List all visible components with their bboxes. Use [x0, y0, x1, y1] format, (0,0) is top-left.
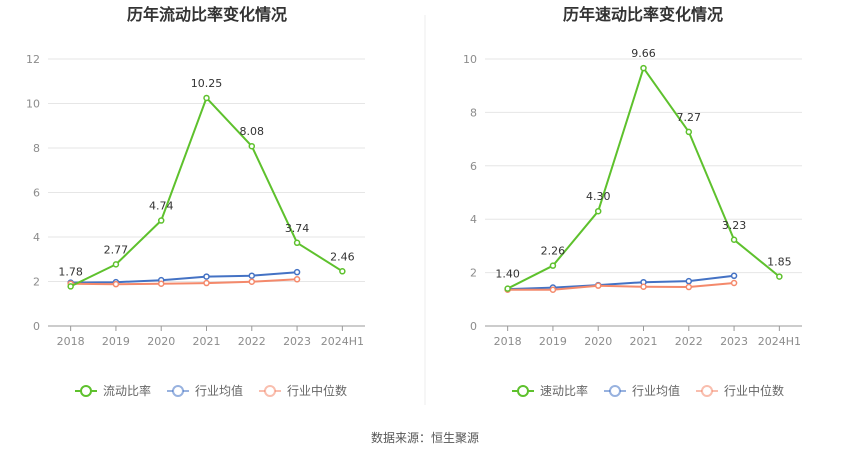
y-tick-label: 2: [470, 267, 477, 280]
y-tick-label: 8: [470, 106, 477, 119]
data-label: 10.25: [191, 77, 223, 90]
legend-label: 行业均值: [195, 383, 243, 398]
series-line-median: [70, 278, 298, 286]
y-tick-label: 2: [33, 276, 40, 289]
series-line-median: [507, 282, 735, 291]
data-point-median: [248, 278, 256, 285]
legend-item-avg: 行业均值: [604, 383, 680, 398]
data-point-median: [549, 286, 557, 293]
legend-label: 行业中位数: [724, 383, 784, 398]
data-label: 4.74: [149, 200, 174, 213]
data-point-main: [504, 285, 511, 292]
data-point-main: [203, 94, 210, 102]
data-point-avg: [730, 272, 738, 280]
data-point-median: [594, 282, 602, 289]
x-tick-label: 2021: [630, 335, 658, 348]
y-tick-label: 6: [470, 160, 477, 173]
data-label: 1.40: [495, 268, 520, 281]
data-point-main: [67, 283, 74, 290]
legend-marker-dot: [701, 385, 713, 397]
y-tick-label: 10: [463, 53, 477, 66]
data-point-main: [293, 239, 301, 247]
x-tick-label: 2022: [675, 335, 703, 348]
data-label: 3.74: [285, 222, 310, 235]
data-label: 1.85: [767, 256, 792, 269]
series-line-avg: [70, 271, 298, 284]
chart-panel-quick-ratio: 历年速动比率变化情况 0 2 4 6 8 10 2018 2019 2020 2021 2022 202…: [463, 5, 802, 398]
data-point-avg: [293, 268, 301, 276]
chart-title: 历年流动比率变化情况: [127, 5, 287, 24]
y-tick-label: 10: [26, 98, 40, 111]
x-tick-label: 2021: [193, 335, 221, 348]
data-label: 2.77: [104, 243, 129, 256]
data-point-avg: [203, 273, 210, 280]
data-label: 8.08: [240, 125, 265, 138]
y-tick-label: 12: [26, 53, 40, 66]
data-point-main: [339, 268, 346, 275]
y-tick-label: 4: [33, 231, 40, 244]
x-tick-label: 2022: [238, 335, 266, 348]
data-label: 7.27: [677, 111, 702, 124]
y-tick-label: 6: [33, 187, 40, 200]
x-tick-label: 2019: [539, 335, 567, 348]
data-label: 9.66: [631, 47, 656, 60]
legend-marker-dot: [609, 385, 621, 397]
x-tick-label: 2024H1: [758, 335, 801, 348]
y-tick-label: 0: [470, 320, 477, 333]
y-tick-label: 4: [470, 213, 477, 226]
x-tick-label: 2018: [57, 335, 85, 348]
data-point-main: [776, 273, 783, 280]
x-tick-label: 2023: [283, 335, 311, 348]
legend-marker-dot: [80, 385, 92, 397]
data-point-median: [203, 279, 210, 287]
data-point-median: [112, 280, 120, 288]
legend-marker-dot: [172, 385, 184, 397]
x-tick-label: 2024H1: [321, 335, 364, 348]
data-point-median: [640, 283, 647, 291]
legend-marker-dot: [264, 385, 276, 397]
chart-panel-current-ratio: 历年流动比率变化情况 0 2 4 6 8 10 12 2018 2019 2020 2021 2022 2…: [26, 5, 365, 398]
data-point-avg: [685, 277, 693, 285]
legend-item-main: 流动比率: [75, 383, 151, 398]
x-tick-label: 2020: [584, 335, 612, 348]
data-label: 4.30: [586, 190, 611, 203]
legend-marker-dot: [517, 385, 529, 397]
legend-label: 行业中位数: [287, 383, 347, 398]
legend-label: 流动比率: [103, 383, 151, 398]
legend-item-main: 速动比率: [512, 383, 588, 398]
y-tick-label: 8: [33, 142, 40, 155]
y-tick-label: 0: [33, 320, 40, 333]
data-point-main: [640, 64, 647, 72]
data-point-avg: [248, 272, 256, 279]
legend-item-median: 行业中位数: [696, 383, 784, 398]
data-label: 1.78: [58, 265, 83, 278]
x-tick-label: 2019: [102, 335, 130, 348]
legend-label: 速动比率: [540, 383, 588, 398]
data-point-main: [157, 217, 165, 224]
legend-item-median: 行业中位数: [259, 383, 347, 398]
data-point-main: [685, 128, 693, 136]
legend-label: 行业均值: [632, 383, 680, 398]
chart-title: 历年速动比率变化情况: [563, 5, 723, 24]
data-point-median: [157, 280, 165, 287]
series-line-avg: [507, 274, 735, 291]
data-label: 2.46: [330, 250, 355, 263]
data-label: 2.26: [541, 245, 566, 258]
data-point-median: [293, 276, 301, 283]
source-label: 数据来源：恒生聚源: [371, 430, 479, 445]
x-tick-label: 2020: [147, 335, 175, 348]
data-point-main: [730, 236, 738, 244]
data-point-main: [248, 142, 256, 150]
data-point-median: [730, 279, 738, 287]
data-point-main: [549, 262, 557, 269]
data-label: 3.23: [722, 219, 747, 232]
data-point-main: [594, 207, 602, 215]
x-tick-label: 2023: [720, 335, 748, 348]
legend-item-avg: 行业均值: [167, 383, 243, 398]
data-point-median: [685, 283, 693, 291]
x-tick-label: 2018: [494, 335, 522, 348]
data-point-main: [112, 261, 120, 268]
